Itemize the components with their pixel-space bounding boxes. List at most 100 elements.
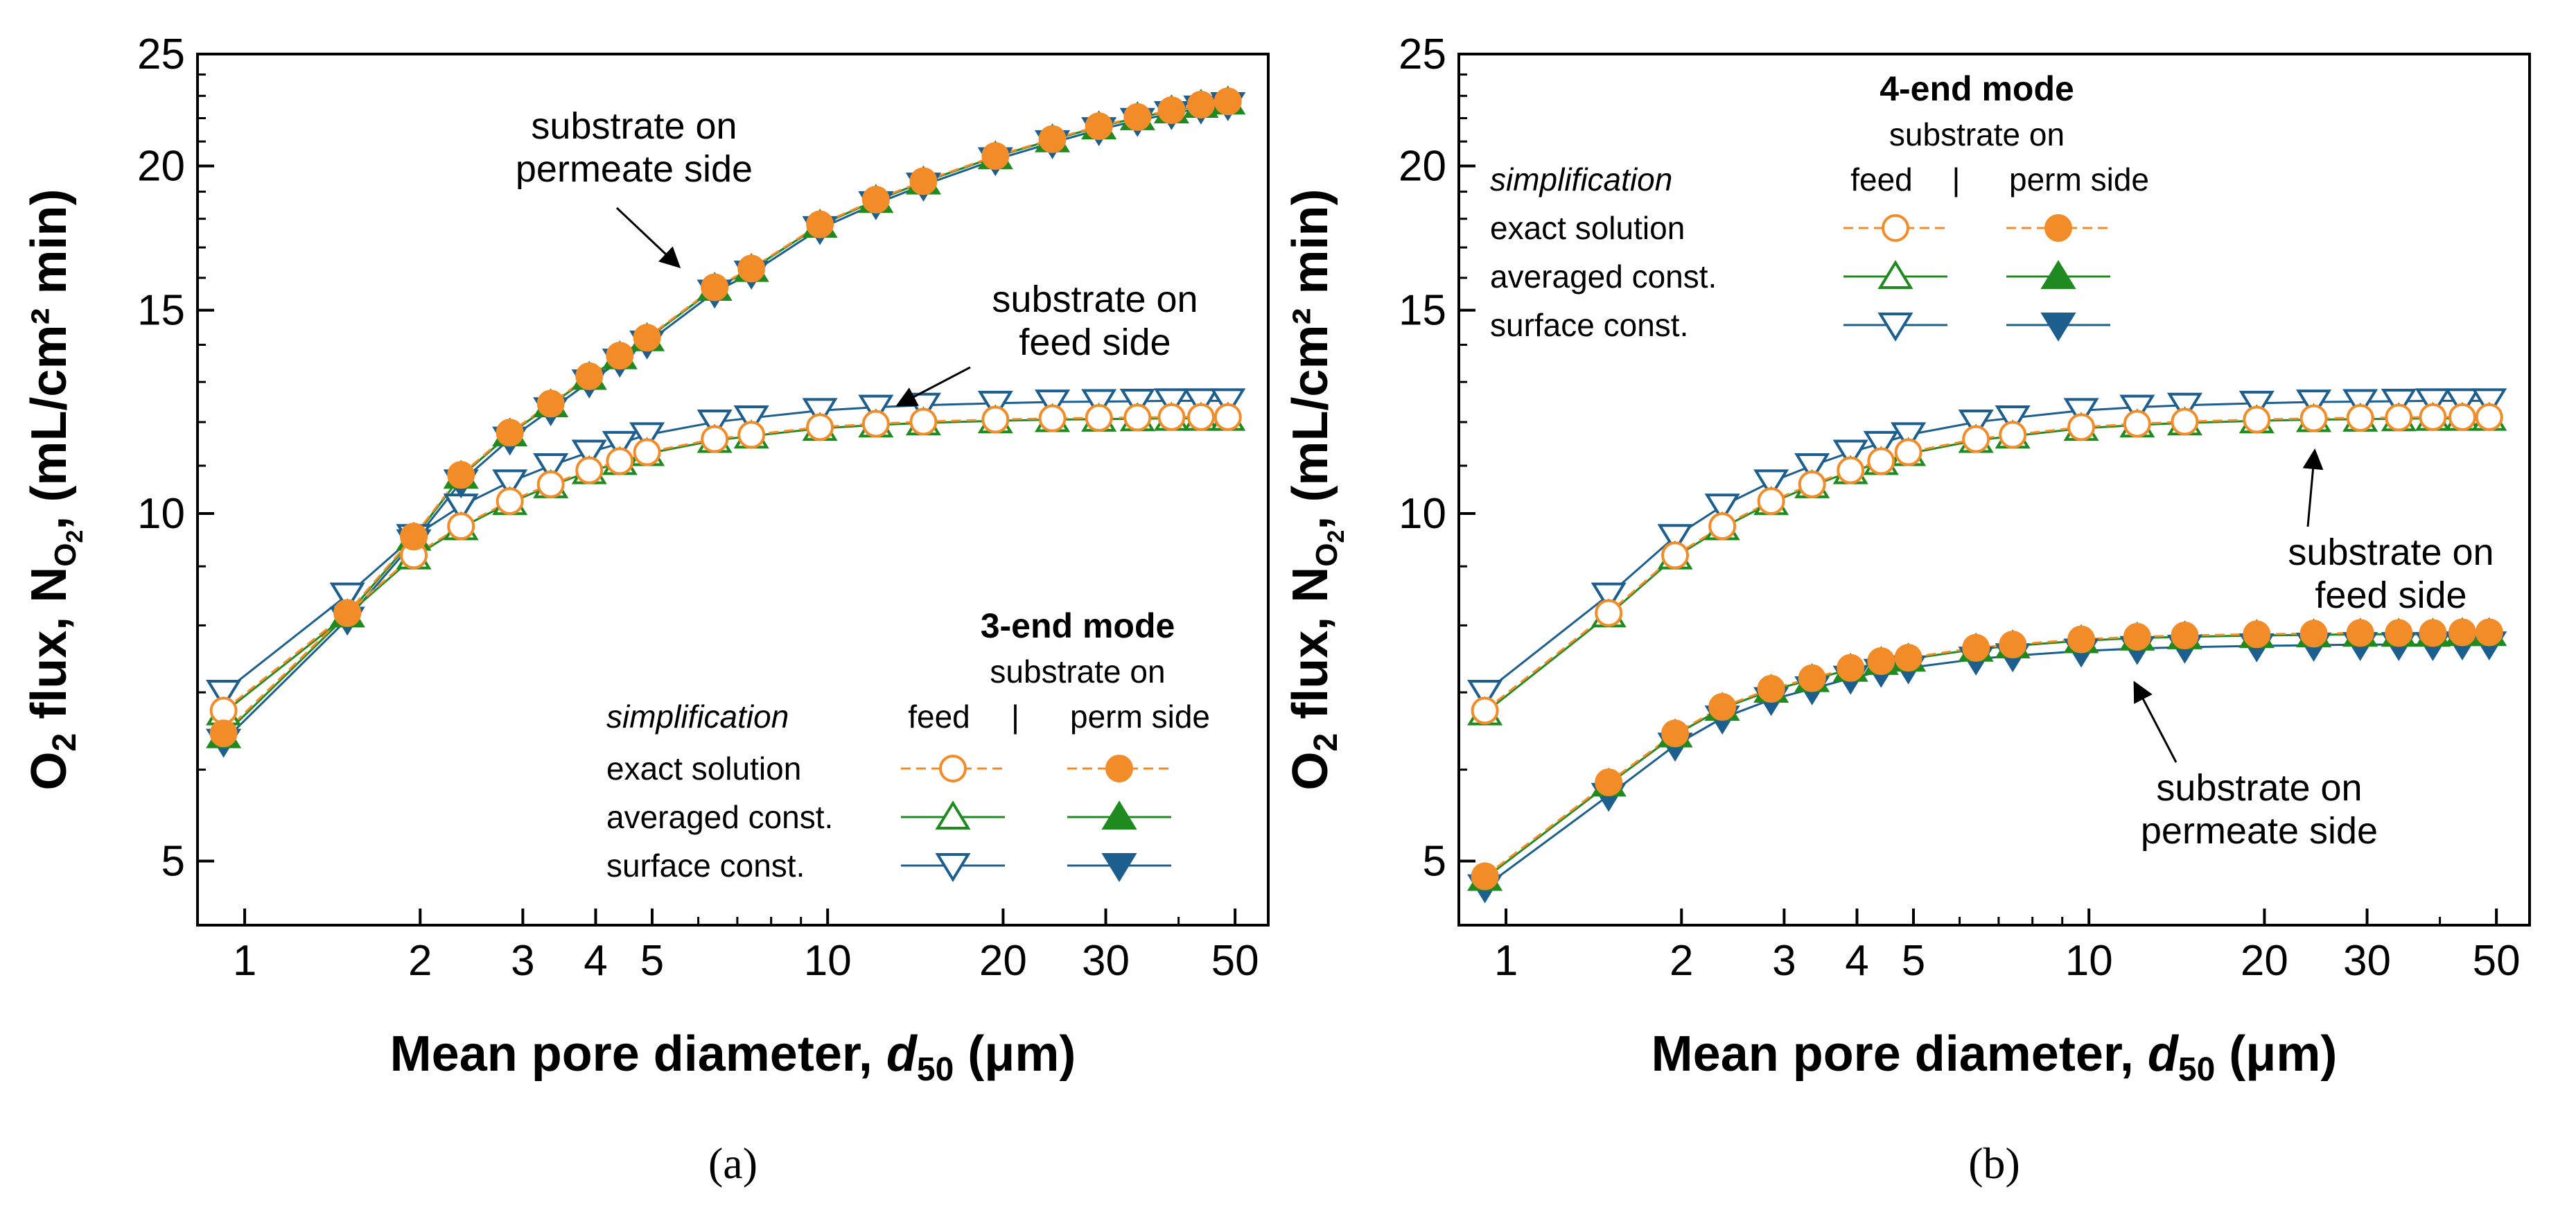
x-tick-label: 1 xyxy=(233,937,256,985)
x-tick-label: 5 xyxy=(640,937,664,985)
data-point xyxy=(2171,407,2199,436)
annotation-text: substrate on xyxy=(992,279,1198,320)
data-point xyxy=(2123,622,2151,651)
data-point xyxy=(737,254,766,283)
x-tick-label: 2 xyxy=(408,937,432,985)
y-tick-label: 5 xyxy=(161,838,185,886)
data-point xyxy=(1757,674,1785,703)
data-point xyxy=(209,696,238,725)
legend-col-feed: feed xyxy=(908,699,970,735)
legend-col-perm: perm side xyxy=(2009,161,2149,198)
legend-marker xyxy=(935,853,971,882)
annotation-arrow xyxy=(2302,448,2324,527)
legend-row-label: exact solution xyxy=(606,751,801,787)
data-point xyxy=(696,410,733,439)
data-point xyxy=(2346,404,2374,432)
y-axis-title: O2 flux, NO2, (mL/cm² min) xyxy=(21,189,88,791)
x-tick-label: 10 xyxy=(2065,937,2113,985)
data-point xyxy=(1753,469,1789,499)
data-point xyxy=(1186,91,1215,119)
data-point xyxy=(1213,403,1242,431)
legend-title: 3-end mode xyxy=(981,606,1175,645)
data-point xyxy=(2299,404,2328,432)
annotation-text: substrate on xyxy=(2156,767,2362,809)
data-point xyxy=(2448,403,2476,431)
data-point xyxy=(533,453,569,482)
legend-row-label: exact solution xyxy=(1490,210,1685,246)
data-point xyxy=(1891,422,1927,452)
data-point xyxy=(575,362,604,390)
legend-row-label: averaged const. xyxy=(1490,258,1717,295)
annotation-arrow xyxy=(615,207,681,269)
data-point xyxy=(701,425,729,453)
y-tick-label: 15 xyxy=(1399,287,1446,335)
x-tick-label: 3 xyxy=(1772,937,1796,985)
y-tick-label: 25 xyxy=(137,30,185,78)
data-point xyxy=(909,407,938,436)
data-point xyxy=(333,599,362,627)
y-axis-title: O2 flux, NO2, (mL/cm² min) xyxy=(1283,189,1349,791)
data-point xyxy=(1471,696,1499,725)
x-axis-title: Mean pore diameter, d50 (μm) xyxy=(1651,1026,2338,1088)
data-point xyxy=(2475,403,2503,431)
data-point xyxy=(602,430,638,460)
legend-col-feed: feed xyxy=(1850,161,1913,198)
y-tick-label: 10 xyxy=(1399,490,1446,538)
plot-frame xyxy=(1457,53,2531,927)
legend-title: 4-end mode xyxy=(1880,69,2074,108)
x-tick-label: 50 xyxy=(2473,937,2521,985)
data-point xyxy=(400,523,428,551)
plot-frame xyxy=(196,53,1270,927)
data-point xyxy=(492,469,528,499)
data-point xyxy=(1157,96,1186,125)
x-tick-label: 2 xyxy=(1670,937,1693,985)
data-point xyxy=(1894,438,1922,466)
legend-marker xyxy=(2044,214,2072,242)
data-point xyxy=(633,324,661,352)
data-point xyxy=(1757,487,1785,516)
y-tick-label: 15 xyxy=(137,287,185,335)
data-point xyxy=(1038,125,1067,153)
data-point xyxy=(1661,541,1690,570)
data-point xyxy=(981,405,1010,434)
data-point xyxy=(2385,619,2413,647)
x-tick-label: 10 xyxy=(804,937,852,985)
data-point xyxy=(861,186,890,214)
data-point xyxy=(1962,425,1990,453)
data-point xyxy=(1038,404,1067,432)
data-point xyxy=(536,389,565,418)
data-point xyxy=(1661,719,1690,748)
legend-marker xyxy=(939,755,967,782)
data-point xyxy=(209,719,238,748)
legend-col-sep: | xyxy=(1011,699,1019,735)
data-point xyxy=(447,461,475,489)
data-point xyxy=(1595,768,1623,796)
data-point xyxy=(606,447,634,475)
data-point xyxy=(981,142,1010,170)
data-point xyxy=(2243,620,2271,649)
data-point xyxy=(575,456,604,484)
legend-row-label: surface const. xyxy=(606,848,805,884)
annotation-text: feed side xyxy=(1019,322,1171,363)
panel-label: (b) xyxy=(1968,1139,2020,1188)
data-point xyxy=(1157,403,1186,431)
data-point xyxy=(806,210,834,238)
data-point xyxy=(701,273,729,301)
data-point xyxy=(1591,582,1627,612)
data-point xyxy=(2123,410,2151,438)
x-tick-label: 20 xyxy=(2241,937,2288,985)
panel-label: (a) xyxy=(708,1139,757,1188)
legend-col-perm: perm side xyxy=(1070,699,1210,735)
data-point xyxy=(1595,599,1623,627)
data-point xyxy=(1794,453,1830,482)
data-point xyxy=(1894,644,1922,672)
series-line xyxy=(222,103,1228,742)
data-point xyxy=(861,410,890,438)
legend-row-label: surface const. xyxy=(1490,307,1688,343)
data-point xyxy=(1863,430,1899,460)
x-tick-label: 5 xyxy=(1902,937,1925,985)
data-point xyxy=(737,421,766,449)
data-point xyxy=(1123,103,1152,131)
annotation-arrow xyxy=(895,366,971,407)
